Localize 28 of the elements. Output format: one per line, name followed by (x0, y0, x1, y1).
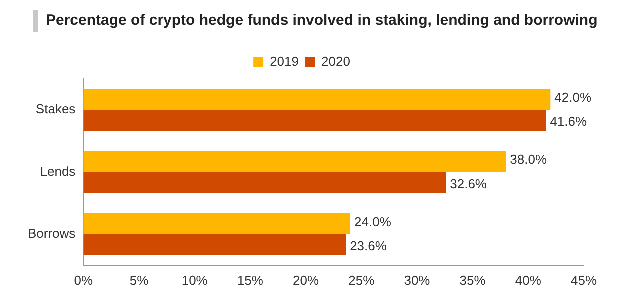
x-tick-label: 15% (237, 272, 264, 288)
bar (84, 172, 446, 194)
y-tick-label: Stakes (36, 102, 76, 117)
data-label: 32.6% (450, 176, 488, 192)
bar (84, 110, 546, 132)
data-label: 24.0% (354, 214, 392, 230)
data-label: 42.0% (554, 90, 592, 106)
data-label: 23.6% (350, 238, 388, 254)
legend-label: 2019 (270, 54, 299, 70)
data-label: 38.0% (510, 152, 548, 168)
bar (84, 151, 506, 172)
bar (84, 88, 551, 110)
x-tick-label: 20% (293, 272, 320, 288)
x-tick-label: 30% (404, 272, 431, 288)
x-tick-label: 40% (515, 272, 542, 288)
bar (84, 234, 346, 256)
bar (84, 213, 351, 234)
data-label: 41.6% (550, 114, 588, 130)
legend-label: 2020 (322, 54, 350, 70)
chart-title: Percentage of crypto hedge funds involved in staking, lending and borrowing (46, 12, 598, 29)
x-tick-label: 45% (570, 272, 598, 288)
y-tick-label: Lends (40, 164, 76, 179)
x-tick-label: 0% (74, 272, 94, 288)
x-tick-label: 5% (130, 272, 150, 288)
x-tick-label: 10% (182, 272, 208, 288)
x-tick-label: 25% (348, 272, 376, 288)
x-tick-label: 35% (460, 272, 486, 288)
y-tick-label: Borrows (28, 226, 76, 241)
